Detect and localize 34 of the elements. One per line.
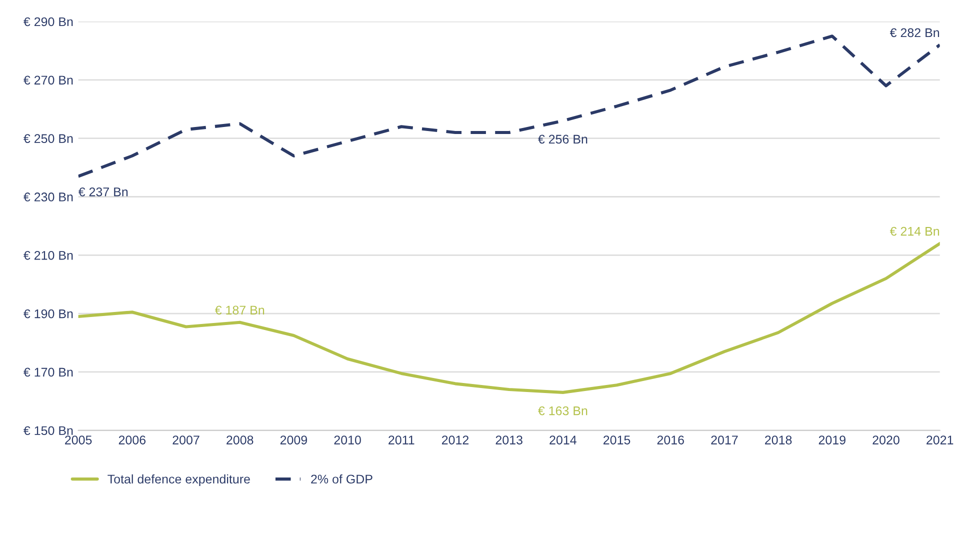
x-tick-label: 2013 (496, 436, 522, 444)
y-tick-label: € 190 Bn (24, 309, 73, 318)
x-tick-label: 2012 (442, 436, 469, 444)
x-tick-label: 2009 (280, 436, 308, 444)
x-tick-label: 2008 (226, 436, 254, 444)
x-tick-label: 2021 (926, 436, 954, 444)
line-series (78, 242, 940, 394)
annotation: € 256 Bn (538, 134, 588, 144)
x-tick-label: 2014 (550, 436, 576, 444)
x-tick-label: 2020 (872, 436, 900, 444)
y-tick-label: € 230 Bn (24, 192, 73, 202)
annotation: € 214 Bn (890, 226, 940, 236)
x-tick-label: 2011 (388, 436, 414, 444)
y-tick-label: € 150 Bn (24, 426, 73, 436)
x-tick-label: 2018 (765, 436, 792, 444)
x-tick-label: 2010 (334, 436, 361, 444)
y-tick-label: € 250 Bn (24, 134, 73, 143)
y-tick-label: € 290 Bn (24, 17, 73, 26)
x-tick-label: 2016 (657, 436, 684, 444)
annotation: € 237 Bn (78, 187, 128, 196)
x-tick-label: 2006 (118, 436, 146, 444)
y-tick-label: € 210 Bn (24, 250, 73, 260)
annotation: € 187 Bn (214, 306, 264, 315)
legend-label: 2% of GDP (311, 474, 372, 484)
annotation: € 282 Bn (890, 28, 940, 38)
x-tick-label: 2015 (603, 436, 630, 444)
y-tick-label: € 170 Bn (24, 368, 73, 377)
y-tick-label: € 270 Bn (24, 76, 73, 85)
x-tick-label: 2007 (172, 436, 200, 444)
annotation: € 163 Bn (538, 406, 588, 416)
legend-label: Total defence expenditure (108, 474, 250, 486)
x-tick-label: 2019 (818, 436, 846, 444)
x-tick-label: 2017 (711, 436, 738, 444)
x-tick-label: 2005 (65, 436, 92, 444)
